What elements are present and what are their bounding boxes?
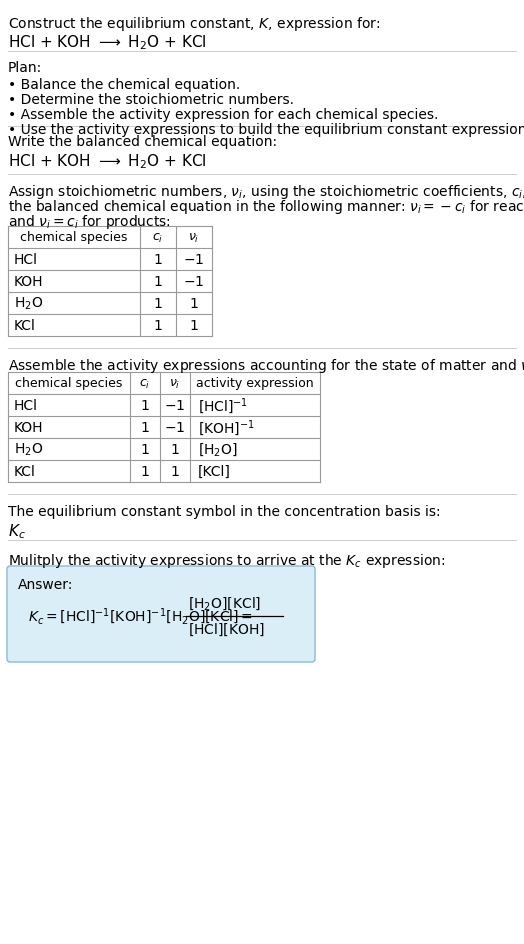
Text: the balanced chemical equation in the following manner: $\nu_i = -c_i$ for react: the balanced chemical equation in the fo… [8,198,524,216]
Text: • Balance the chemical equation.: • Balance the chemical equation. [8,78,240,92]
Text: H$_2$O: H$_2$O [14,442,43,458]
Text: HCl: HCl [14,253,38,267]
Text: 1: 1 [171,443,179,457]
Text: 1: 1 [154,296,162,311]
Text: H$_2$O: H$_2$O [14,295,43,312]
Text: [KCl]: [KCl] [198,464,231,479]
Text: $\nu_i$: $\nu_i$ [169,377,181,390]
Text: KOH: KOH [14,275,43,289]
Text: $K_c = [\mathrm{HCl}]^{-1}[\mathrm{KOH}]^{-1}[\mathrm{H_2O}][\mathrm{KCl}] = $: $K_c = [\mathrm{HCl}]^{-1}[\mathrm{KOH}]… [28,606,253,627]
Text: 1: 1 [154,319,162,332]
Text: and $\nu_i = c_i$ for products:: and $\nu_i = c_i$ for products: [8,212,171,230]
Text: 1: 1 [190,319,199,332]
Text: Assemble the activity expressions accounting for the state of matter and $\nu_i$: Assemble the activity expressions accoun… [8,357,524,375]
Text: [H$_2$O]: [H$_2$O] [198,441,237,458]
Text: 1: 1 [171,464,179,479]
Text: activity expression: activity expression [196,377,314,390]
Text: $c_i$: $c_i$ [139,377,150,390]
Text: 1: 1 [140,398,149,413]
Text: 1: 1 [154,275,162,289]
Text: KCl: KCl [14,319,36,332]
Text: Write the balanced chemical equation:: Write the balanced chemical equation: [8,135,277,149]
Text: 1: 1 [154,253,162,267]
Text: $c_i$: $c_i$ [152,231,163,244]
Text: $-1$: $-1$ [183,275,205,289]
Text: $\nu_i$: $\nu_i$ [188,231,200,244]
FancyBboxPatch shape [7,566,315,663]
Text: $-1$: $-1$ [165,421,185,434]
Text: HCl: HCl [14,398,38,413]
Text: $K_c$: $K_c$ [8,521,26,540]
Text: $[\mathrm{HCl}][\mathrm{KOH}]$: $[\mathrm{HCl}][\mathrm{KOH}]$ [188,621,265,637]
Text: Answer:: Answer: [18,578,73,591]
Text: 1: 1 [190,296,199,311]
Text: $[\mathrm{H_2O}][\mathrm{KCl}]$: $[\mathrm{H_2O}][\mathrm{KCl}]$ [188,595,261,612]
Text: KOH: KOH [14,421,43,434]
Text: [KOH]$^{-1}$: [KOH]$^{-1}$ [198,417,255,437]
Text: Mulitply the activity expressions to arrive at the $K_c$ expression:: Mulitply the activity expressions to arr… [8,551,445,569]
Text: Assign stoichiometric numbers, $\nu_i$, using the stoichiometric coefficients, $: Assign stoichiometric numbers, $\nu_i$, … [8,183,524,201]
Text: • Use the activity expressions to build the equilibrium constant expression.: • Use the activity expressions to build … [8,123,524,137]
Text: [HCl]$^{-1}$: [HCl]$^{-1}$ [198,396,248,415]
Text: Construct the equilibrium constant, $K$, expression for:: Construct the equilibrium constant, $K$,… [8,15,380,33]
Text: chemical species: chemical species [15,377,123,390]
Text: Plan:: Plan: [8,61,42,75]
Text: $-1$: $-1$ [183,253,205,267]
Text: 1: 1 [140,443,149,457]
Text: KCl: KCl [14,464,36,479]
Text: $-1$: $-1$ [165,398,185,413]
Text: • Assemble the activity expression for each chemical species.: • Assemble the activity expression for e… [8,108,439,122]
Text: The equilibrium constant symbol in the concentration basis is:: The equilibrium constant symbol in the c… [8,504,441,518]
Text: HCl + KOH $\longrightarrow$ H$_2$O + KCl: HCl + KOH $\longrightarrow$ H$_2$O + KCl [8,33,206,52]
Text: 1: 1 [140,464,149,479]
Text: HCl + KOH $\longrightarrow$ H$_2$O + KCl: HCl + KOH $\longrightarrow$ H$_2$O + KCl [8,152,206,171]
Text: chemical species: chemical species [20,231,128,244]
Text: 1: 1 [140,421,149,434]
Text: • Determine the stoichiometric numbers.: • Determine the stoichiometric numbers. [8,93,294,107]
